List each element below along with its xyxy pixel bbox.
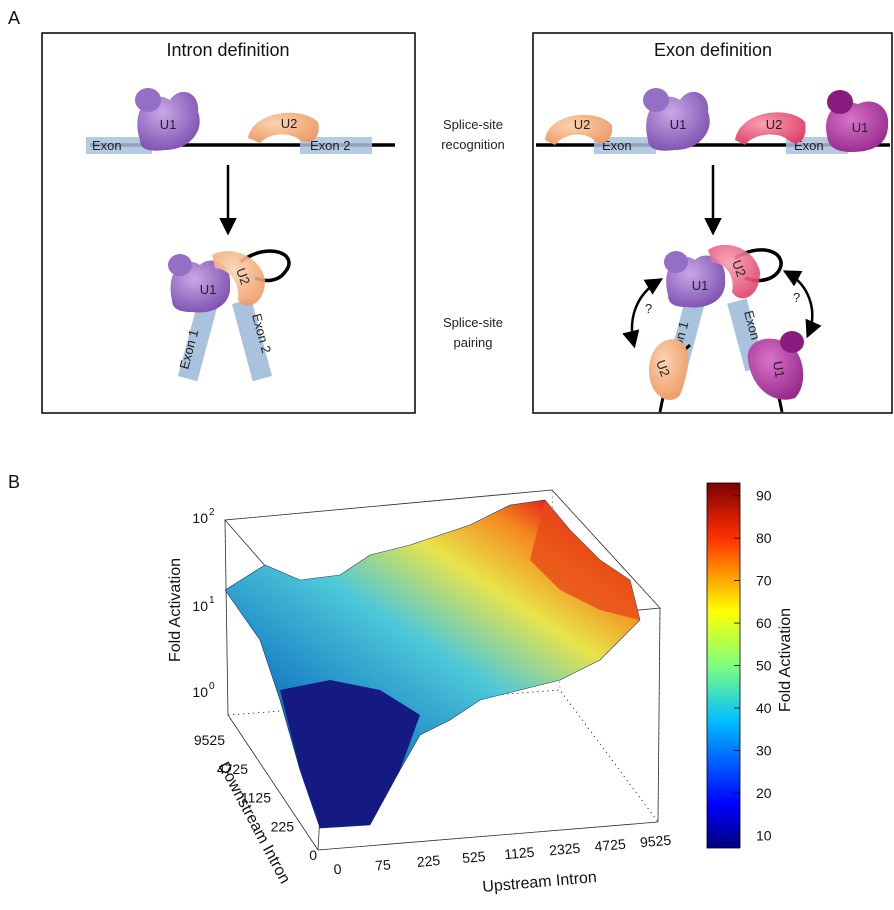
x-tick-label: 4725 bbox=[594, 836, 627, 855]
protein-label: U1 bbox=[770, 360, 788, 379]
colorbar-tick-label: 30 bbox=[756, 742, 772, 758]
colorbar-tick-label: 20 bbox=[756, 785, 772, 801]
colorbar-tick-label: 80 bbox=[756, 530, 772, 546]
surface-plot bbox=[225, 490, 660, 850]
y-tick-label: 1125 bbox=[241, 790, 271, 806]
y-tick-label: 9525 bbox=[194, 732, 225, 748]
z-axis-label: Fold Activation bbox=[167, 558, 184, 662]
panel-label: A bbox=[8, 8, 20, 28]
panel-label: B bbox=[8, 472, 20, 492]
question-mark: ? bbox=[793, 290, 800, 305]
colorbar-tick-label: 40 bbox=[756, 700, 772, 716]
step-label: pairing bbox=[453, 335, 492, 350]
exon-label: Exon bbox=[92, 138, 122, 153]
y-tick-label: 225 bbox=[271, 818, 295, 834]
protein-label: U1 bbox=[200, 282, 217, 297]
protein-label: U1 bbox=[160, 117, 177, 132]
x-tick-label: 75 bbox=[375, 856, 392, 873]
figure: A Intron definition Exon Exon 2 U1 U2 Ex… bbox=[0, 0, 894, 905]
question-mark: ? bbox=[645, 301, 652, 316]
intron-definition-panel: Intron definition Exon Exon 2 U1 U2 Exon… bbox=[42, 33, 415, 413]
x-tick-label: 0 bbox=[333, 861, 342, 878]
step-label: Splice-site bbox=[443, 117, 503, 132]
x-axis-label: Upstream Intron bbox=[482, 869, 598, 896]
exon-definition-panel: Exon definition Exon Exon U2 U1 U2 U1 Ex… bbox=[533, 33, 892, 413]
colorbar-tick-label: 50 bbox=[756, 658, 772, 674]
step-labels: Splice-site recognition Splice-site pair… bbox=[441, 117, 505, 350]
protein-label: U1 bbox=[670, 117, 687, 132]
colorbar-label: Fold Activation bbox=[777, 608, 794, 712]
y-tick-label: 0 bbox=[309, 847, 317, 863]
z-tick-exponent: 1 bbox=[209, 595, 215, 606]
x-tick-label: 2325 bbox=[548, 840, 581, 859]
colorbar-tick-label: 70 bbox=[756, 573, 772, 589]
protein-label: U2 bbox=[574, 117, 591, 132]
colorbar-tick-label: 90 bbox=[756, 488, 772, 504]
protein-label: U1 bbox=[852, 120, 869, 135]
y-tick-label: 4725 bbox=[217, 761, 248, 777]
colorbar-tick-label: 10 bbox=[756, 827, 772, 843]
z-tick-base: 10 bbox=[192, 510, 208, 526]
x-tick-label: 1125 bbox=[504, 844, 536, 863]
protein-label: U2 bbox=[766, 117, 783, 132]
colorbar-tick-label: 60 bbox=[756, 615, 772, 631]
step-label: recognition bbox=[441, 137, 505, 152]
panel-title: Intron definition bbox=[166, 40, 289, 60]
z-tick-base: 10 bbox=[192, 598, 208, 614]
x-tick-label: 525 bbox=[462, 848, 487, 866]
z-tick-exponent: 0 bbox=[209, 681, 215, 692]
x-tick-label: 225 bbox=[416, 852, 441, 870]
z-tick-exponent: 2 bbox=[209, 507, 215, 518]
z-tick-base: 10 bbox=[192, 684, 208, 700]
step-label: Splice-site bbox=[443, 315, 503, 330]
protein-label: U2 bbox=[281, 116, 298, 131]
protein-label: U1 bbox=[692, 278, 709, 293]
panel-title: Exon definition bbox=[654, 40, 772, 60]
exon-label: Exon 2 bbox=[310, 138, 350, 153]
x-tick-label: 9525 bbox=[639, 832, 672, 851]
